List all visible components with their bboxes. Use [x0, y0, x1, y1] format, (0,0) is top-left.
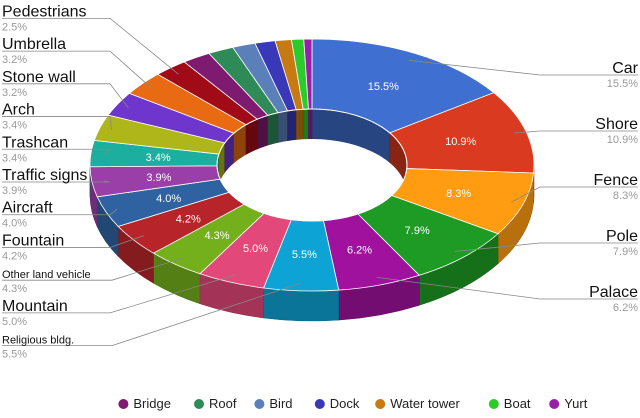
callout-pct-arch: 3.4%	[2, 120, 27, 132]
legend-item-dock[interactable]: Dock	[315, 396, 360, 411]
callout-name-pedestrians: Pedestrians	[2, 3, 87, 20]
callout-name-umbrella: Umbrella	[2, 36, 66, 53]
legend-swatch	[194, 399, 204, 409]
slice-value-shore: 10.9%	[445, 136, 476, 148]
legend-label: Bridge	[133, 396, 171, 411]
slice-hole-roof	[268, 113, 278, 146]
legend-item-bridge[interactable]: Bridge	[118, 396, 171, 411]
slice-value-religious-bldg: 5.5%	[292, 249, 317, 261]
legend-label: Bird	[269, 396, 292, 411]
callout-name-stone-wall: Stone wall	[2, 69, 76, 86]
callout-name-palace: Palace	[589, 284, 638, 301]
callout-pct-shore: 10.9%	[607, 134, 638, 146]
legend-swatch	[549, 399, 559, 409]
callout-pct-pole: 7.9%	[613, 246, 638, 258]
legend-item-bird[interactable]: Bird	[254, 396, 292, 411]
callout-name-pole: Pole	[606, 228, 638, 245]
legend-label: Roof	[209, 396, 237, 411]
slice-value-trashcan: 3.4%	[146, 152, 171, 164]
legend-swatch	[489, 399, 499, 409]
legend-item-yurt[interactable]: Yurt	[549, 396, 588, 411]
slice-value-aircraft: 4.0%	[156, 193, 181, 205]
slice-hole-yurt	[308, 109, 312, 139]
slice-value-other-land-vehicle: 4.3%	[204, 230, 229, 242]
callout-name-mountain: Mountain	[2, 298, 68, 315]
slice-side-religious-bldg	[264, 288, 339, 321]
callout-pct-umbrella: 3.2%	[2, 54, 27, 66]
slice-hole-bridge	[257, 115, 268, 149]
legend-swatch	[315, 399, 325, 409]
callout-pct-mountain: 5.0%	[2, 316, 27, 328]
slice-value-fountain: 4.2%	[176, 213, 201, 225]
slice-hole-dock	[288, 110, 297, 141]
legend-label: Boat	[504, 396, 531, 411]
callout-pct-stone-wall: 3.2%	[2, 87, 27, 99]
callout-name-other-land-vehicle: Other land vehicle	[2, 269, 91, 281]
callout-pct-pedestrians: 2.5%	[2, 21, 27, 33]
callout-name-shore: Shore	[595, 116, 638, 133]
callout-pct-traffic-signs: 3.9%	[2, 185, 27, 197]
slice-hole-boat	[303, 109, 308, 139]
callout-name-fence: Fence	[594, 172, 639, 189]
legend-swatch	[118, 399, 128, 409]
slice-value-traffic-signs: 3.9%	[146, 172, 171, 184]
legend-item-water-tower[interactable]: Water tower	[375, 396, 460, 411]
callout-name-aircraft: Aircraft	[2, 200, 53, 217]
callout-name-trashcan: Trashcan	[2, 134, 68, 151]
legend-item-boat[interactable]: Boat	[489, 396, 531, 411]
slice-hole-bird	[278, 111, 288, 143]
callout-name-arch: Arch	[2, 102, 35, 119]
legend-swatch	[375, 399, 385, 409]
callout-pct-palace: 6.2%	[613, 302, 638, 314]
legend-label: Yurt	[564, 396, 588, 411]
callout-pct-trashcan: 3.4%	[2, 152, 27, 164]
callout-name-religious-bldg: Religious bldg.	[2, 335, 74, 347]
callout-pct-fountain: 4.2%	[2, 250, 27, 262]
callout-pct-religious-bldg: 5.5%	[2, 349, 27, 361]
slice-value-palace: 6.2%	[347, 245, 372, 257]
legend-label: Dock	[330, 396, 360, 411]
slice-value-pole: 7.9%	[405, 225, 430, 237]
callout-name-fountain: Fountain	[2, 232, 64, 249]
callout-pct-fence: 8.3%	[613, 190, 638, 202]
legend-item-roof[interactable]: Roof	[194, 396, 237, 411]
callout-name-traffic-signs: Traffic signs	[2, 167, 87, 184]
slice-hole-pedestrians	[246, 119, 257, 155]
callout-pct-aircraft: 4.0%	[2, 218, 27, 230]
slice-value-fence: 8.3%	[446, 188, 471, 200]
legend: Bridge Roof Bird Dock Water tower Boat Yurt	[118, 396, 587, 411]
slice-hole-water-tower	[296, 109, 303, 140]
slice-value-car: 15.5%	[368, 81, 399, 93]
slice-value-mountain: 5.0%	[243, 243, 268, 255]
callout-name-car: Car	[612, 60, 638, 77]
callout-pct-other-land-vehicle: 4.3%	[2, 283, 27, 295]
legend-label: Water tower	[390, 396, 460, 411]
callout-pct-car: 15.5%	[607, 78, 638, 90]
legend-swatch	[254, 399, 264, 409]
